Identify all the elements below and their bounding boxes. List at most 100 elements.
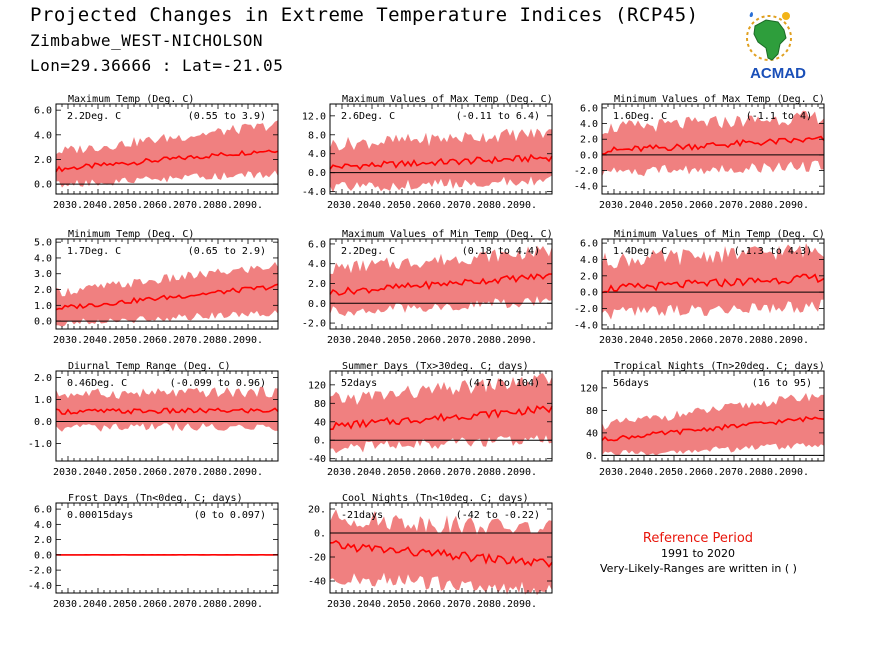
reference-period-note: Very-Likely-Ranges are written in ( ) (600, 562, 797, 575)
x-tick-label: 2040. (629, 467, 659, 478)
panel-value-label: 1.6Deg. C (613, 111, 667, 122)
x-tick-label: 2050. (113, 467, 143, 478)
y-tick-label: -4.0 (574, 320, 598, 331)
y-tick-label: 8.0 (308, 130, 326, 141)
x-tick-label: 2040. (83, 599, 113, 610)
panel-value-label: 56days (613, 378, 649, 389)
location-name: Zimbabwe_WEST-NICHOLSON (30, 31, 264, 50)
logo-text: ACMAD (750, 65, 806, 82)
y-tick-label: 2.0 (34, 285, 52, 296)
x-tick-label: 2080. (203, 200, 233, 211)
plot-frame (329, 103, 553, 195)
reference-period-title: Reference Period (642, 531, 754, 546)
x-tick-label: 2030. (327, 335, 357, 346)
plot-frame (55, 502, 279, 594)
x-tick-label: 2060. (143, 467, 173, 478)
plot-frame (601, 238, 825, 330)
x-tick-label: 2090. (233, 335, 263, 346)
x-tick-label: 2090. (779, 467, 809, 478)
panel-range-label: (-1.3 to 4.3) (734, 246, 812, 257)
range-band (602, 243, 824, 320)
panel-value-label: 2.2Deg. C (341, 246, 395, 257)
y-tick-label: 1.0 (34, 395, 52, 406)
panel-title: Maximum Values of Min Temp (Deg. C) (342, 229, 553, 240)
x-tick-label: 2040. (357, 467, 387, 478)
chart-panel-9 (601, 370, 825, 462)
x-tick-label: 2030. (53, 335, 83, 346)
y-tick-label: 6.0 (308, 239, 326, 250)
y-tick-label: 20. (308, 505, 326, 516)
x-tick-label: 2030. (599, 200, 629, 211)
x-tick-label: 2050. (113, 200, 143, 211)
x-tick-label: 2080. (477, 467, 507, 478)
y-tick-label: -4.0 (302, 187, 326, 198)
x-tick-label: 2050. (113, 599, 143, 610)
panel-value-label: 2.6Deg. C (341, 111, 395, 122)
x-tick-label: 2090. (507, 467, 537, 478)
x-tick-label: 2060. (417, 200, 447, 211)
y-tick-label: 6.0 (580, 239, 598, 250)
x-tick-label: 2030. (53, 599, 83, 610)
x-tick-label: 2030. (599, 467, 629, 478)
x-tick-label: 2060. (689, 467, 719, 478)
chart-panel-7 (55, 370, 279, 462)
y-tick-label: 0.0 (308, 299, 326, 310)
y-tick-label: 0.0 (308, 168, 326, 179)
panel-value-label: 0.46Deg. C (67, 378, 127, 389)
x-tick-label: 2060. (417, 599, 447, 610)
plot-frame (329, 370, 553, 462)
panel-range-label: (0 to 0.097) (194, 510, 266, 521)
x-tick-label: 2060. (417, 467, 447, 478)
chart-panel-10 (55, 502, 279, 594)
panel-range-label: (0.65 to 2.9) (188, 246, 266, 257)
panel-range-label: (-0.11 to 6.4) (456, 111, 540, 122)
x-tick-label: 2070. (447, 599, 477, 610)
x-tick-label: 2090. (233, 467, 263, 478)
y-tick-label: 0.0 (580, 288, 598, 299)
plot-frame (601, 103, 825, 195)
y-tick-label: -40 (308, 577, 326, 588)
median-line (329, 273, 553, 296)
y-tick-label: -2.0 (302, 319, 326, 330)
panel-range-label: (-1.1 to 4) (746, 111, 812, 122)
x-tick-label: 2050. (659, 467, 689, 478)
range-band (56, 120, 278, 188)
y-tick-label: 4.0 (308, 149, 326, 160)
x-tick-label: 2090. (779, 200, 809, 211)
africa-map-icon: ACMAD (746, 12, 806, 82)
x-tick-label: 2050. (659, 335, 689, 346)
y-tick-label: 0.0 (34, 417, 52, 428)
panel-title: Minimum Values of Min Temp (Deg. C) (614, 229, 825, 240)
x-tick-label: 2080. (203, 467, 233, 478)
panel-value-label: 2.2Deg. C (67, 111, 121, 122)
panel-range-label: (0.55 to 3.9) (188, 111, 266, 122)
x-tick-label: 2080. (477, 599, 507, 610)
y-tick-label: 2.0 (34, 155, 52, 166)
x-tick-label: 2080. (749, 200, 779, 211)
x-tick-label: 2040. (629, 200, 659, 211)
panel-range-label: (4.7 to 104) (468, 378, 540, 389)
x-tick-label: 2050. (387, 599, 417, 610)
x-tick-label: 2070. (719, 200, 749, 211)
panel-value-label: 0.00015days (67, 510, 133, 521)
x-tick-label: 2070. (173, 200, 203, 211)
y-tick-label: 0. (314, 529, 326, 540)
x-tick-label: 2030. (327, 200, 357, 211)
y-tick-label: 12.0 (302, 111, 326, 122)
y-tick-label: 6.0 (580, 103, 598, 114)
y-tick-label: 2.0 (34, 373, 52, 384)
y-tick-label: 0.0 (34, 180, 52, 191)
y-tick-label: 2.0 (308, 279, 326, 290)
acmad-logo: ACMAD (738, 8, 818, 84)
panel-value-label: -21days (341, 510, 383, 521)
panel-value-label: 1.7Deg. C (67, 246, 121, 257)
y-tick-label: 2.0 (580, 135, 598, 146)
reference-period-years: 1991 to 2020 (660, 547, 736, 560)
y-tick-label: 80 (314, 399, 326, 410)
x-tick-label: 2080. (477, 200, 507, 211)
plot-frame (601, 370, 825, 462)
panel-range-label: (-0.099 to 0.96) (170, 378, 266, 389)
y-tick-label: 4.0 (580, 255, 598, 266)
x-tick-label: 2050. (387, 200, 417, 211)
x-tick-label: 2060. (143, 335, 173, 346)
